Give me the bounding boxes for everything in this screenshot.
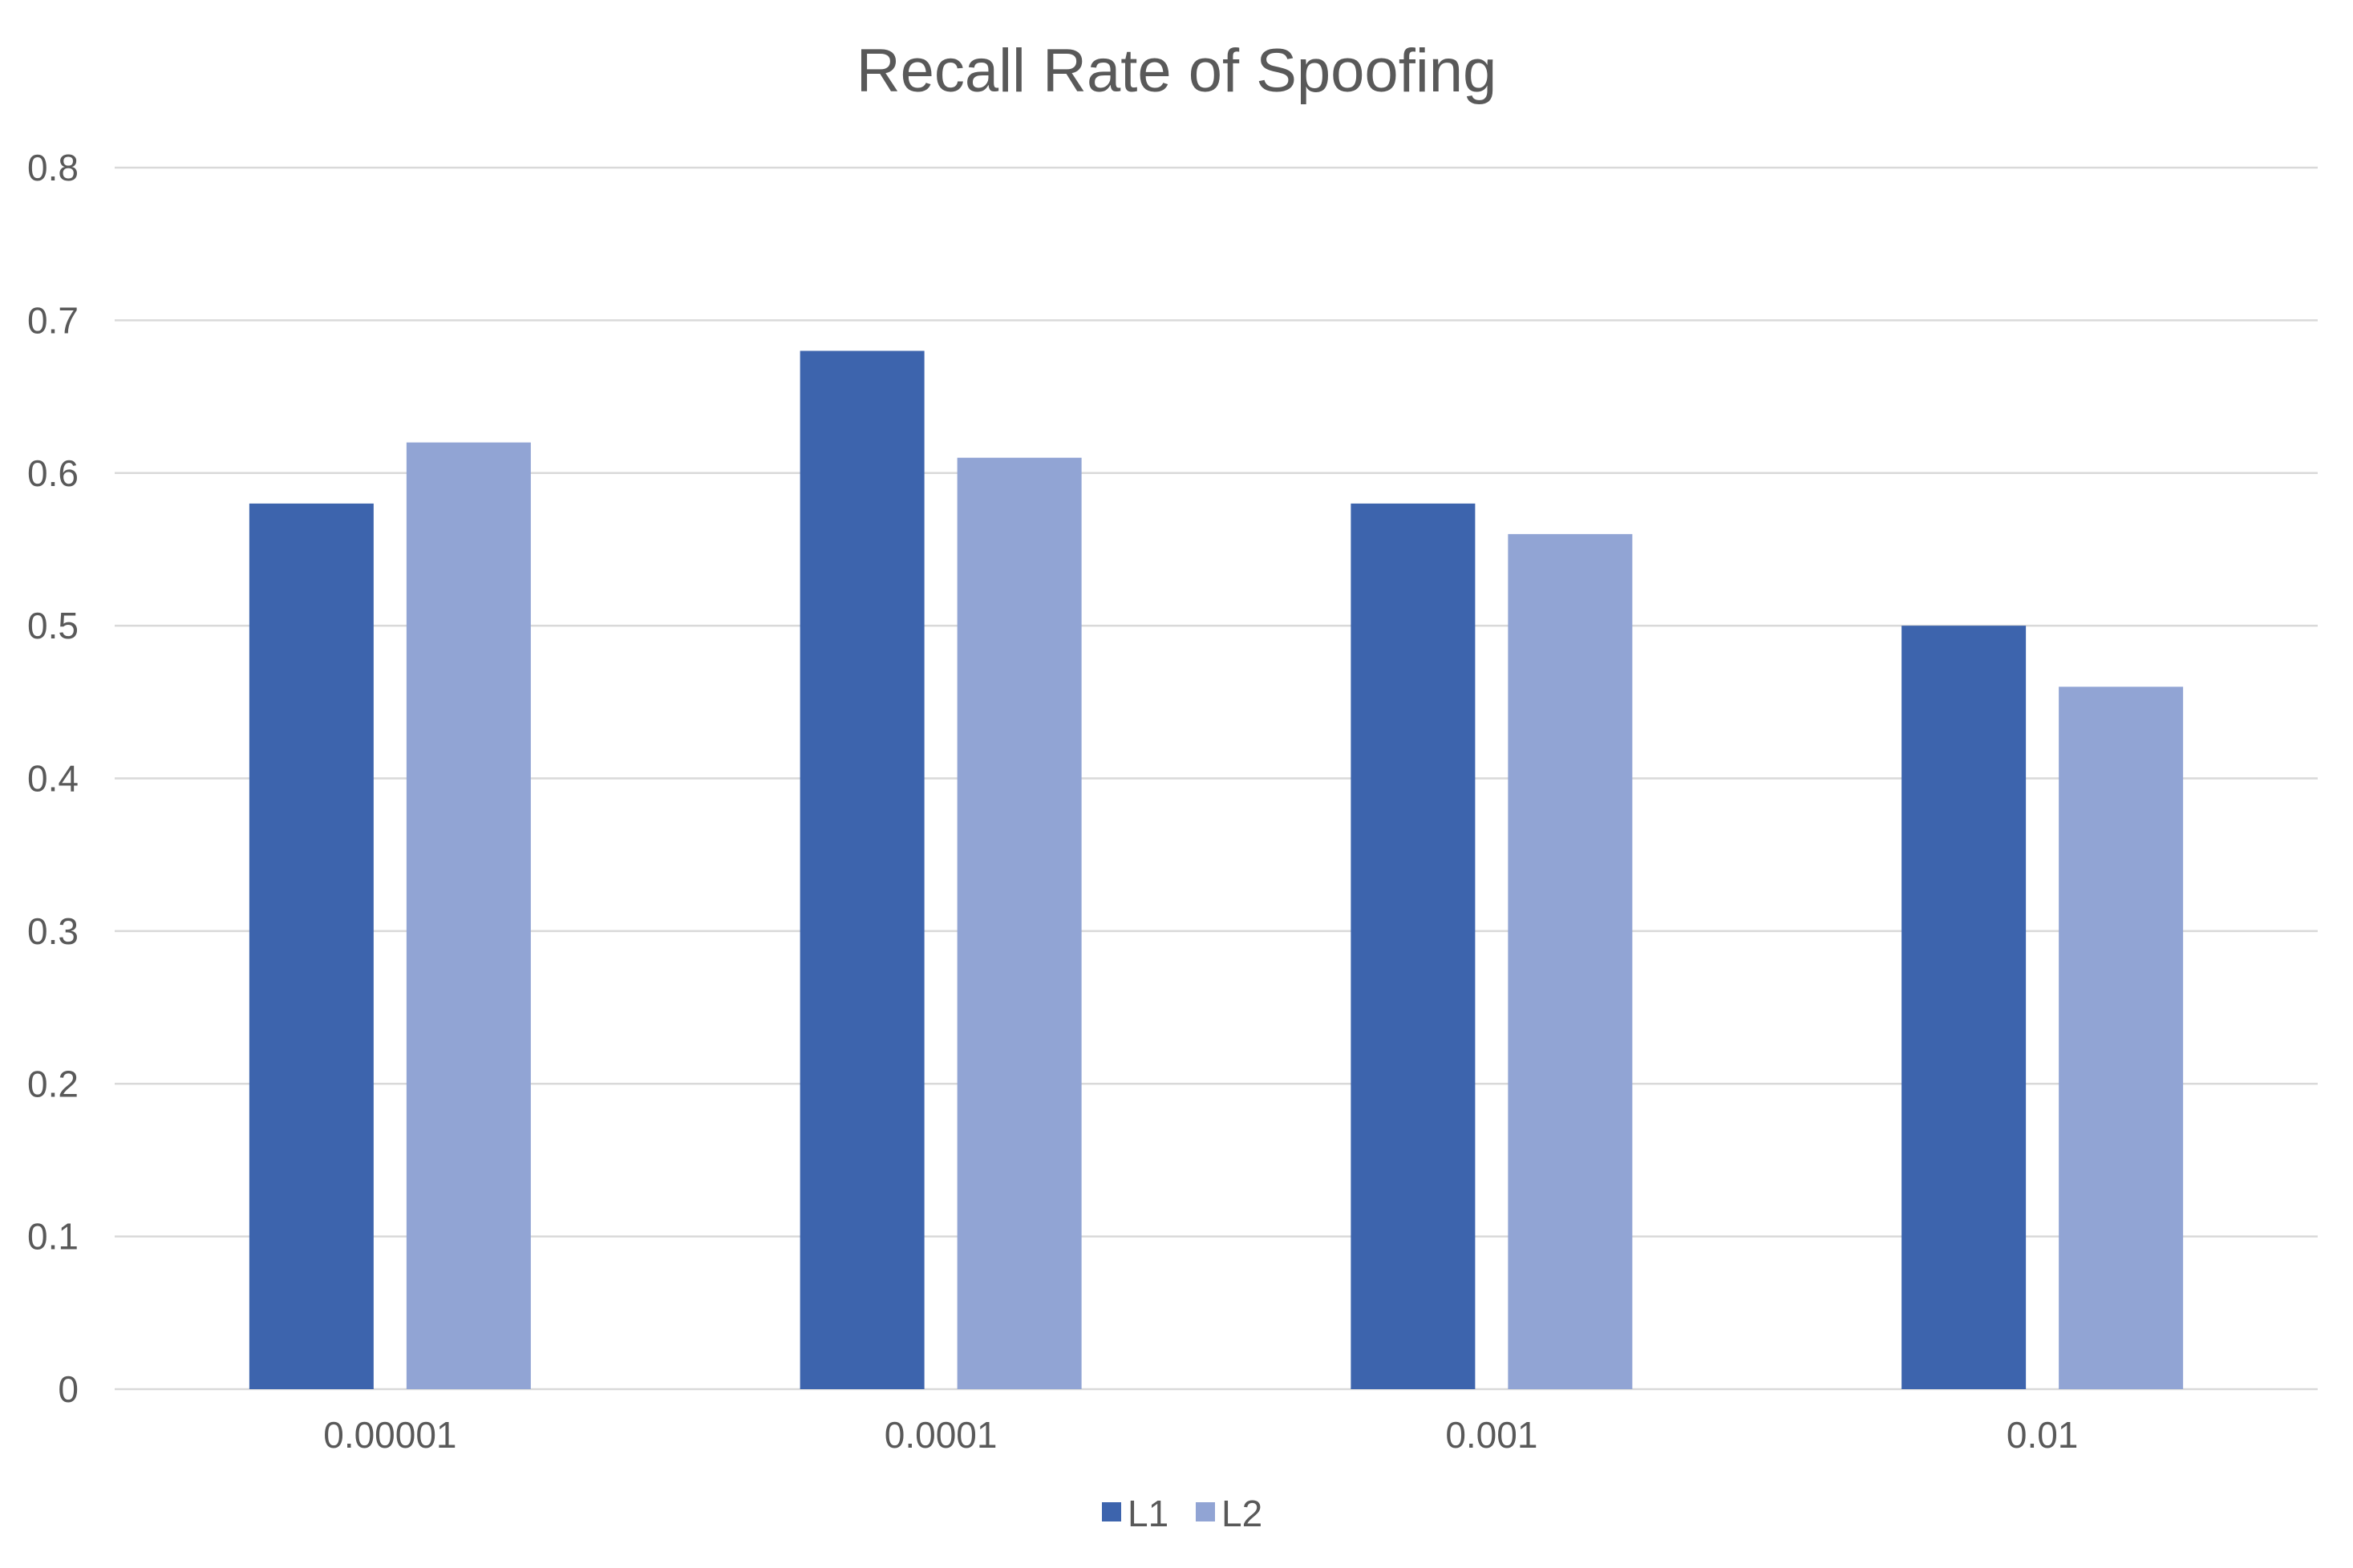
- legend-label-l1: L1: [1128, 1493, 1168, 1534]
- bar-l2-0.00001: [406, 442, 531, 1389]
- x-tick-label: 0.01: [2007, 1414, 2079, 1456]
- y-tick-label: 0.2: [27, 1063, 79, 1104]
- bar-l2-0.001: [1508, 533, 1633, 1389]
- x-tick-label: 0.00001: [323, 1414, 456, 1456]
- y-tick-label: 0.6: [27, 452, 79, 494]
- x-axis-tick-labels: 0.00001 0.0001 0.001 0.01: [323, 1414, 2078, 1456]
- y-tick-label: 0.3: [27, 910, 79, 952]
- bar-l1-0.00001: [249, 503, 374, 1390]
- bar-l2-0.0001: [957, 457, 1082, 1389]
- legend-swatch-l2: [1196, 1502, 1215, 1521]
- y-tick-label: 0.4: [27, 758, 79, 800]
- y-tick-label: 0.5: [27, 605, 79, 646]
- x-tick-label: 0.001: [1445, 1414, 1537, 1456]
- bars: [249, 350, 2184, 1390]
- legend-label-l2: L2: [1221, 1493, 1262, 1534]
- y-tick-label: 0.8: [27, 147, 79, 188]
- bar-l1-0.001: [1351, 503, 1476, 1390]
- chart-title: Recall Rate of Spoofing: [857, 37, 1496, 105]
- y-tick-label: 0: [58, 1368, 79, 1410]
- y-axis-tick-labels: 0 0.1 0.2 0.3 0.4 0.5 0.6 0.7 0.8: [27, 147, 79, 1410]
- bar-l2-0.01: [2059, 687, 2184, 1389]
- y-tick-label: 0.1: [27, 1216, 79, 1258]
- bar-l1-0.01: [1901, 626, 2027, 1389]
- y-tick-label: 0.7: [27, 299, 79, 341]
- x-tick-label: 0.0001: [885, 1414, 998, 1456]
- legend-swatch-l1: [1102, 1502, 1121, 1521]
- legend: L1 L2: [1102, 1493, 1262, 1534]
- bar-l1-0.0001: [800, 350, 925, 1390]
